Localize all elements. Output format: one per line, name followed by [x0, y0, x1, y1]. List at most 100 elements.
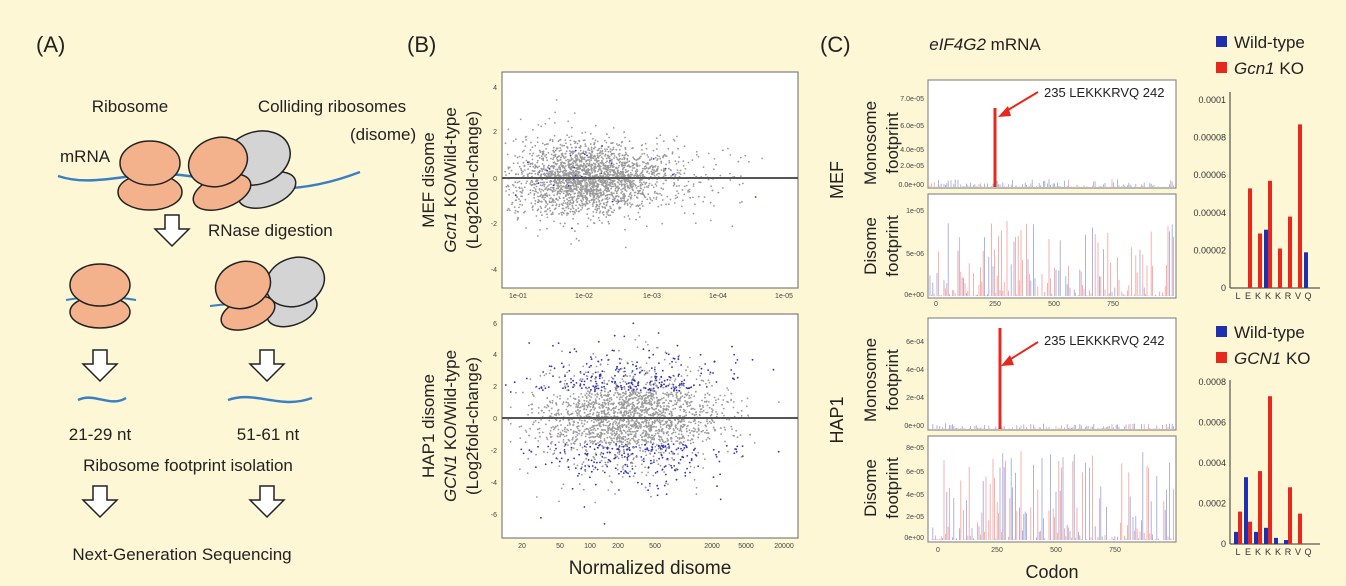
scatter-point — [707, 432, 710, 435]
scatter-point — [587, 159, 590, 162]
scatter-point — [589, 405, 592, 408]
scatter-point — [666, 457, 669, 460]
scatter-point — [576, 157, 579, 159]
scatter-point — [562, 401, 565, 404]
scatter-point — [614, 189, 617, 192]
scatter-point — [609, 173, 612, 176]
scatter-point — [537, 440, 540, 442]
scatter-point — [565, 142, 567, 145]
scatter-point — [611, 447, 614, 450]
scatter-point — [561, 403, 564, 405]
scatter-point — [600, 459, 603, 462]
scatter-point — [605, 170, 608, 173]
scatter-point — [623, 157, 626, 160]
scatter-point — [629, 375, 631, 377]
scatter-point — [562, 165, 565, 167]
scatter-point — [509, 406, 512, 409]
scatter-point — [558, 500, 560, 503]
scatter-point — [566, 389, 569, 391]
scatter-point — [730, 399, 732, 402]
scatter-point — [664, 408, 666, 411]
scatter-point — [555, 198, 558, 201]
scatter-point — [573, 166, 576, 169]
scatter-point — [589, 132, 592, 135]
scatter-point — [677, 453, 679, 455]
scatter-point — [601, 455, 604, 458]
scatter-point — [667, 396, 670, 398]
scatter-point — [673, 380, 676, 382]
scatter-point — [579, 384, 582, 387]
scatter-point — [598, 411, 600, 414]
scatter-point — [628, 140, 631, 143]
scatter-point — [560, 191, 563, 193]
scatter-point — [635, 446, 637, 448]
scatter-point — [660, 436, 663, 438]
scatter-point — [688, 402, 691, 404]
scatter-point — [621, 161, 623, 164]
scatter-point — [563, 172, 566, 175]
scatter-point — [589, 476, 591, 479]
scatter-point — [723, 426, 726, 429]
scatter-point — [566, 385, 569, 388]
scatter-point — [583, 196, 585, 199]
scatter-point — [582, 164, 585, 167]
scatter-point — [671, 432, 673, 435]
scatter-point — [618, 148, 621, 151]
scatter-point — [551, 199, 554, 202]
scatter-point — [623, 410, 626, 413]
scatter-point — [529, 152, 531, 155]
scatter-point — [552, 173, 555, 176]
disome-icon — [187, 130, 297, 211]
scatter-point — [552, 201, 555, 203]
scatter-point — [673, 181, 675, 184]
scatter-point — [655, 198, 658, 201]
scatter-point — [682, 165, 685, 167]
scatter-point — [646, 371, 648, 374]
scatter-point — [613, 192, 615, 195]
scatter-point — [693, 408, 696, 411]
scatter-point — [577, 222, 579, 225]
scatter-point — [660, 376, 663, 378]
scatter-point — [532, 209, 534, 211]
scatter-point — [608, 400, 611, 403]
scatter-point — [661, 381, 663, 383]
scatter-point — [653, 402, 656, 404]
panel-a: (A) Ribosome Colliding ribosomes (disome… — [36, 32, 416, 564]
scatter-point — [596, 193, 599, 195]
scatter-point — [606, 383, 609, 385]
scatter-point — [569, 423, 571, 426]
scatter-point — [544, 196, 546, 199]
scatter-point — [706, 392, 709, 395]
scatter-point — [689, 432, 692, 434]
scatter-point — [589, 143, 592, 145]
scatter-point — [644, 448, 647, 451]
scatter-point — [678, 438, 681, 440]
scatter-point — [622, 370, 625, 373]
scatter-point — [565, 408, 568, 411]
scatter-point — [576, 426, 578, 428]
scatter-point — [711, 419, 714, 422]
scatter-point — [554, 155, 557, 158]
scatter-point — [683, 379, 686, 381]
scatter-point — [626, 395, 628, 398]
scatter-point — [651, 448, 653, 451]
scatter-point — [552, 161, 555, 164]
scatter-point — [668, 452, 671, 455]
scatter-point — [621, 140, 624, 143]
scatter-point — [640, 144, 643, 147]
scatter-point — [605, 185, 608, 188]
scatter-point — [622, 391, 625, 394]
scatter-point — [562, 441, 565, 443]
scatter-point — [693, 384, 695, 387]
scatter-point — [728, 418, 731, 421]
scatter-point — [570, 381, 572, 384]
scatter-point — [631, 405, 634, 408]
scatter-point — [578, 413, 580, 415]
scatter-point — [578, 146, 581, 149]
scatter-point — [590, 148, 593, 151]
scatter-point — [633, 158, 636, 161]
scatter-point — [600, 359, 603, 361]
y-tick: -2 — [491, 221, 497, 228]
scatter-point — [695, 378, 698, 381]
scatter-point — [516, 162, 519, 165]
